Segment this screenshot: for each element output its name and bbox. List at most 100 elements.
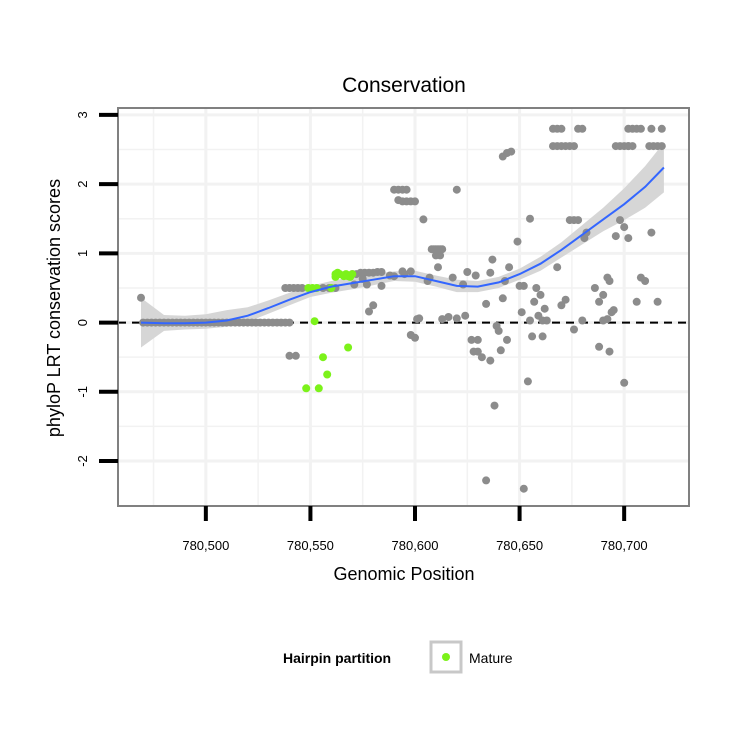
point-mature [310, 317, 319, 326]
point [496, 346, 505, 355]
x-tick-label: 780,650 [496, 538, 543, 553]
point [482, 476, 491, 485]
point [482, 299, 491, 308]
panel-border [117, 107, 690, 507]
point [434, 263, 442, 272]
point [473, 347, 482, 356]
y-tick-label: 2 [75, 180, 90, 187]
point [291, 351, 300, 360]
confidence-band-group [141, 142, 664, 348]
y-tick-label: 3 [75, 111, 90, 118]
y-tick-label: 0 [75, 319, 90, 326]
point [444, 313, 453, 321]
x-axis-label: Genomic Position [333, 564, 474, 584]
point-mature [344, 343, 353, 352]
point [369, 301, 378, 310]
point [461, 311, 470, 320]
legend-key-dot [442, 653, 450, 661]
point [298, 284, 307, 292]
point [285, 318, 294, 327]
point [574, 216, 583, 225]
point [406, 267, 415, 276]
y-tick-label: 1 [75, 250, 90, 257]
point [557, 124, 566, 133]
point [616, 216, 624, 225]
point [503, 335, 511, 344]
smooth-line-group [140, 166, 665, 325]
point [542, 316, 551, 325]
point [620, 378, 629, 387]
point [402, 185, 411, 194]
point [471, 271, 480, 280]
point [620, 223, 629, 232]
confidence-band [141, 142, 664, 348]
smooth-line [140, 166, 665, 325]
x-tick-label: 780,500 [182, 538, 229, 553]
point [624, 142, 633, 151]
point [647, 228, 656, 237]
point [530, 297, 539, 306]
point [519, 484, 528, 493]
point [526, 316, 534, 325]
point [578, 124, 587, 133]
point [657, 124, 666, 133]
y-tick-label: -1 [75, 386, 90, 398]
point [538, 332, 547, 341]
point [490, 401, 499, 410]
point [523, 377, 532, 386]
point [438, 245, 447, 254]
legend-key-box [429, 640, 463, 674]
point [459, 280, 468, 289]
point [519, 281, 528, 290]
x-axis: 780,500 780,550 780,600 780,650 780,700 [182, 506, 648, 553]
point-mature [302, 384, 311, 393]
x-tick-label: 780,700 [601, 538, 648, 553]
point [528, 332, 537, 341]
point [365, 307, 373, 316]
point [570, 142, 578, 151]
point [611, 232, 620, 241]
y-tick-label: -2 [75, 455, 90, 467]
point [595, 342, 604, 351]
point [557, 301, 566, 310]
point [452, 185, 461, 194]
point [561, 295, 570, 304]
grid [118, 108, 689, 506]
point [540, 304, 549, 313]
point [486, 356, 495, 365]
point [536, 290, 545, 299]
point [505, 263, 514, 272]
point [419, 215, 428, 224]
point [570, 325, 578, 334]
y-axis: -2 -1 0 1 2 3 [75, 111, 118, 467]
chart-title: Conservation [342, 74, 466, 97]
point [473, 335, 482, 344]
point [590, 284, 599, 292]
y-axis-label: phyloP LRT conservation scores [44, 179, 64, 437]
point-mature [323, 370, 332, 379]
x-tick-label: 780,600 [392, 538, 439, 553]
point [137, 293, 145, 302]
legend-label-mature: Mature [469, 650, 513, 666]
point [657, 142, 666, 151]
point-mature [319, 353, 327, 362]
point [377, 281, 386, 290]
point [553, 263, 562, 272]
legend-title: Hairpin partition [283, 650, 391, 666]
point [486, 268, 495, 277]
point [436, 251, 445, 260]
point [415, 314, 424, 323]
point [609, 306, 618, 315]
point [603, 315, 612, 324]
point [532, 284, 541, 292]
point-mature [314, 384, 323, 393]
point [653, 297, 662, 306]
point [507, 147, 516, 156]
point [517, 308, 526, 317]
point [599, 290, 608, 299]
x-tick-label: 780,550 [287, 538, 334, 553]
point [448, 273, 457, 282]
point-mature [348, 270, 357, 279]
point [488, 255, 497, 264]
point [641, 277, 650, 285]
